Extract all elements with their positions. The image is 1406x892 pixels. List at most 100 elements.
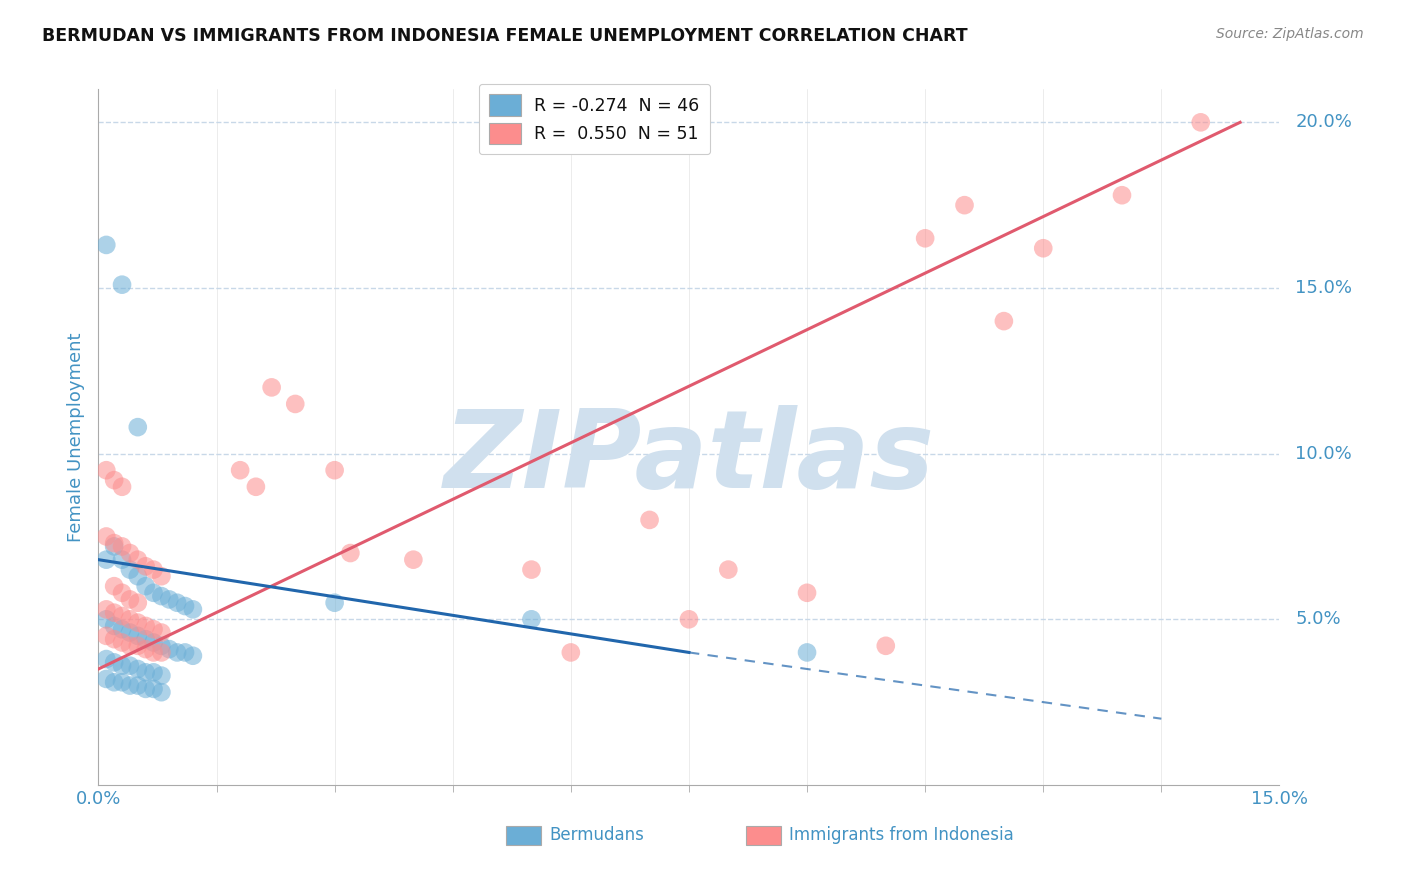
Point [150,685,173,699]
Text: 10.0%: 10.0% [1295,444,1353,463]
Text: Bermudans: Bermudans [550,826,644,844]
Point [135,579,157,593]
Point [118,546,141,560]
Point [796,645,818,659]
Point [174,599,197,613]
Point [96,552,118,566]
Point [118,563,141,577]
Point [157,642,180,657]
Point [135,665,157,680]
Point [96,602,118,616]
Point [560,645,582,659]
Point [103,606,125,620]
Point [142,622,165,636]
FancyBboxPatch shape [506,826,541,846]
Point [111,658,134,673]
Point [118,612,141,626]
Point [135,632,157,647]
Point [142,681,165,696]
Text: 15.0%: 15.0% [1295,279,1353,297]
Point [717,563,740,577]
Point [111,609,134,624]
Point [118,625,141,640]
Point [103,656,125,670]
Point [150,668,173,682]
Point [142,586,165,600]
Point [96,529,118,543]
Point [181,648,204,663]
Point [127,639,149,653]
Text: Source: ZipAtlas.com: Source: ZipAtlas.com [1216,27,1364,41]
Point [103,473,125,487]
Point [323,463,346,477]
Point [1111,188,1133,202]
Point [229,463,252,477]
Point [157,592,180,607]
Point [111,675,134,690]
Point [127,615,149,630]
Point [402,552,425,566]
Point [796,586,818,600]
Point [953,198,976,212]
Point [174,645,197,659]
Point [142,635,165,649]
Point [181,602,204,616]
Text: 20.0%: 20.0% [1295,113,1353,131]
Point [245,480,267,494]
Point [96,629,118,643]
Point [260,380,283,394]
Point [135,681,157,696]
Point [1189,115,1212,129]
Point [96,652,118,666]
Point [111,622,134,636]
Point [96,463,118,477]
Point [118,679,141,693]
Point [111,635,134,649]
Point [103,675,125,690]
Point [103,619,125,633]
Text: ZIPatlas: ZIPatlas [443,405,935,511]
Point [111,586,134,600]
Point [103,540,125,554]
Point [103,536,125,550]
Point [166,596,188,610]
Point [127,679,149,693]
Point [118,658,141,673]
Y-axis label: Female Unemployment: Female Unemployment [66,333,84,541]
Point [150,625,173,640]
Point [127,552,149,566]
Point [638,513,661,527]
Point [520,563,543,577]
Point [127,662,149,676]
Point [118,592,141,607]
Point [96,672,118,686]
Point [1032,241,1054,255]
Point [150,639,173,653]
Point [135,559,157,574]
Point [678,612,700,626]
Point [96,612,118,626]
Point [142,665,165,680]
Point [339,546,361,560]
Point [111,540,134,554]
Point [135,642,157,657]
Point [127,569,149,583]
Point [127,420,149,434]
Point [127,629,149,643]
Point [520,612,543,626]
Point [150,645,173,659]
Point [993,314,1015,328]
Point [127,596,149,610]
Point [323,596,346,610]
Text: BERMUDAN VS IMMIGRANTS FROM INDONESIA FEMALE UNEMPLOYMENT CORRELATION CHART: BERMUDAN VS IMMIGRANTS FROM INDONESIA FE… [42,27,967,45]
Point [150,589,173,603]
Point [914,231,936,245]
Point [111,552,134,566]
Point [142,563,165,577]
Text: Immigrants from Indonesia: Immigrants from Indonesia [789,826,1014,844]
Point [135,619,157,633]
Point [166,645,188,659]
Point [103,579,125,593]
Text: 5.0%: 5.0% [1295,610,1341,628]
Point [284,397,307,411]
